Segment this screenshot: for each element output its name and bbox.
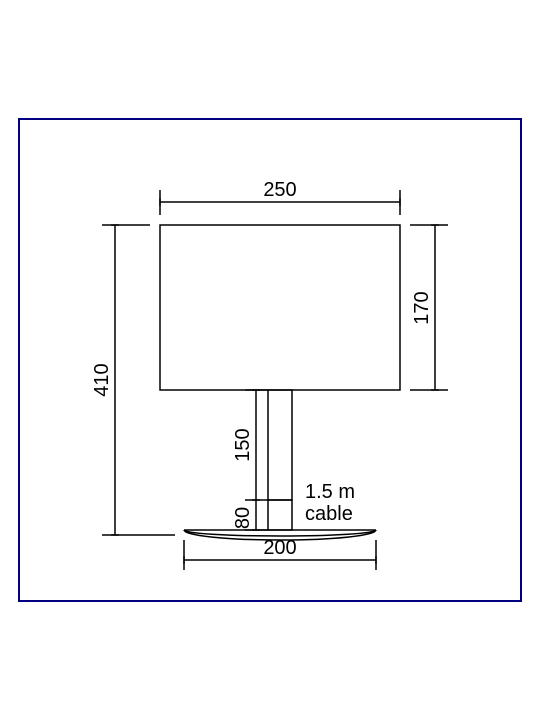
dim-shade-width-value: 250 xyxy=(263,179,296,201)
dimension-base-width: 200 xyxy=(184,537,376,570)
lamp-shade xyxy=(160,225,400,390)
dimension-shade-height: 170 xyxy=(410,225,448,390)
diagram-frame: 250 170 410 150 80 1.5 m cable xyxy=(18,118,522,602)
dim-neck-upper-value: 150 xyxy=(232,428,254,461)
lamp-neck-upper xyxy=(268,390,292,500)
dim-base-width-value: 200 xyxy=(263,537,296,559)
dimension-total-height: 410 xyxy=(91,225,175,535)
cable-label: cable xyxy=(305,503,353,525)
cable-value: 1.5 m xyxy=(305,481,355,503)
dimension-neck-lower: 80 xyxy=(232,500,268,530)
dimension-neck-upper: 150 xyxy=(232,390,268,500)
dim-shade-height-value: 170 xyxy=(411,291,433,324)
lamp-neck-lower xyxy=(268,500,292,530)
lamp-diagram: 250 170 410 150 80 1.5 m cable xyxy=(20,120,520,600)
dim-total-height-value: 410 xyxy=(91,363,113,396)
dimension-shade-width: 250 xyxy=(160,179,400,215)
cable-annotation: 1.5 m cable xyxy=(305,481,355,525)
dim-neck-lower-value: 80 xyxy=(232,507,254,529)
